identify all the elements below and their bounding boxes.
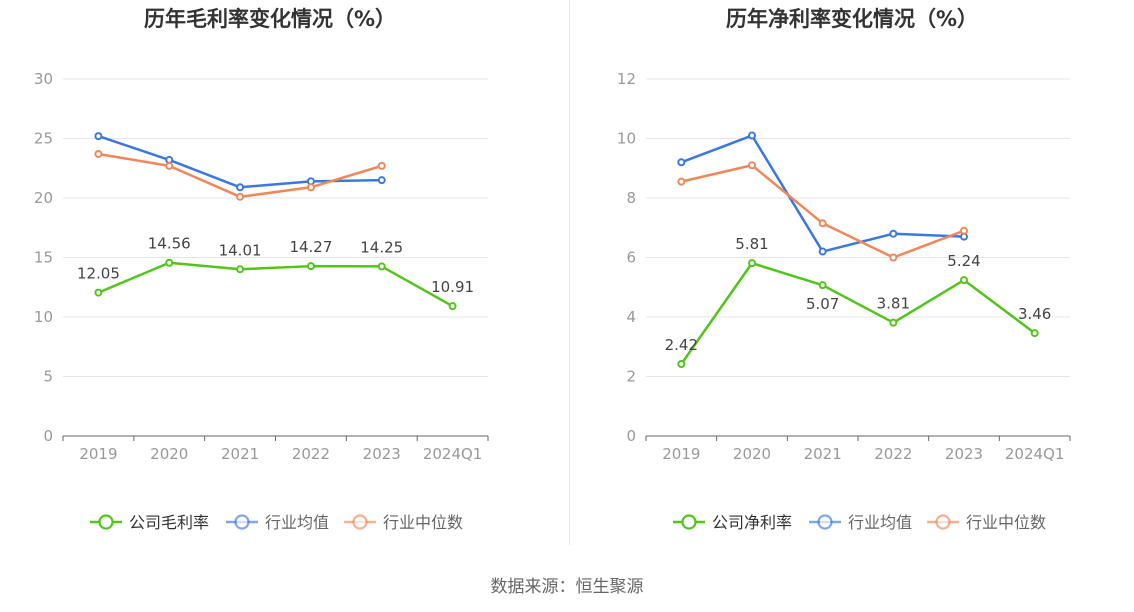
data-point: [94, 288, 103, 297]
series-line: [681, 164, 965, 259]
x-tick-label: 2024Q1: [423, 445, 483, 463]
chart-title: 历年净利率变化情况（%）: [726, 7, 978, 31]
y-tick-label: 0: [626, 427, 636, 445]
data-label: 14.25: [360, 238, 403, 256]
data-point: [236, 192, 245, 201]
legend-marker: [817, 514, 833, 530]
y-tick-label: 30: [34, 70, 53, 88]
x-tick-label: 2021: [804, 445, 842, 463]
data-point: [236, 183, 245, 192]
legend-marker: [234, 514, 250, 530]
chart-2: 历年净利率变化情况（%） 0 2 4 6 8 10 12 2019 2020 2021 2022 202…: [617, 7, 1071, 532]
data-point: [94, 149, 103, 158]
legend-marker: [352, 514, 368, 530]
y-tick-label: 10: [34, 308, 53, 326]
x-tick-label: 2020: [733, 445, 771, 463]
legend-item: 公司毛利率: [90, 513, 209, 532]
x-tick-label: 2022: [874, 445, 912, 463]
data-point: [377, 161, 386, 170]
x-tick-label: 2022: [292, 445, 330, 463]
data-point: [448, 302, 457, 311]
data-point: [677, 158, 686, 167]
data-label: 12.05: [77, 265, 120, 283]
x-tick-label: 2023: [363, 445, 401, 463]
series-line: [680, 261, 1036, 365]
data-label: 14.27: [289, 238, 332, 256]
x-tick-label: 2019: [662, 445, 700, 463]
y-tick-label: 6: [626, 249, 636, 267]
legend-label: 行业均值: [848, 513, 912, 532]
data-point: [377, 262, 386, 271]
panel-divider: [569, 0, 570, 545]
x-tick-label: 2023: [945, 445, 983, 463]
data-label: 3.46: [1018, 305, 1051, 323]
data-source-name: 恒生聚源: [575, 577, 644, 597]
data-point: [677, 360, 686, 369]
data-label: 5.24: [947, 252, 980, 270]
data-point: [1030, 329, 1039, 338]
legend-item: 行业中位数: [344, 513, 463, 532]
x-tick-label: 2021: [221, 445, 259, 463]
data-point: [818, 281, 827, 290]
data-label: 5.81: [735, 235, 768, 253]
data-point: [818, 247, 827, 256]
legend-item: 行业中位数: [927, 513, 1046, 532]
series-line: [680, 134, 965, 253]
y-tick-label: 8: [626, 189, 636, 207]
legend-label: 行业中位数: [383, 513, 463, 532]
legend-label: 公司净利率: [712, 513, 792, 532]
y-tick-label: 4: [626, 308, 636, 326]
legend-item: 行业均值: [226, 513, 329, 532]
y-tick-label: 10: [617, 130, 636, 148]
data-label: 5.07: [806, 295, 839, 313]
data-point: [306, 183, 315, 192]
data-point: [748, 131, 756, 140]
data-source-prefix: 数据来源：: [490, 577, 576, 597]
y-tick-label: 5: [43, 368, 53, 386]
data-label: 14.56: [148, 235, 191, 253]
x-tick-label: 2024Q1: [1005, 445, 1065, 463]
data-point: [165, 161, 174, 170]
y-tick-label: 15: [34, 249, 53, 267]
data-point: [306, 262, 315, 271]
chart-title: 历年毛利率变化情况（%）: [144, 7, 396, 31]
chart-1: 历年毛利率变化情况（%） 0 5 10 15 20 25 30 2019 2020 2021 2022…: [34, 7, 489, 532]
data-point: [889, 229, 898, 238]
y-tick-label: 2: [626, 368, 636, 386]
series-line: [97, 261, 454, 308]
legend-label: 行业均值: [265, 513, 329, 532]
data-point: [889, 253, 898, 262]
x-tick-label: 2019: [79, 445, 117, 463]
y-tick-label: 0: [43, 427, 53, 445]
y-tick-label: 12: [617, 70, 636, 88]
data-label: 3.81: [877, 295, 910, 313]
data-point: [889, 318, 898, 327]
data-point: [236, 265, 245, 274]
legend-marker: [681, 514, 697, 530]
y-tick-label: 20: [34, 189, 53, 207]
data-point: [94, 132, 103, 141]
legend-marker: [98, 514, 114, 530]
data-point: [165, 258, 174, 267]
data-label: 2.42: [665, 336, 698, 354]
legend-label: 行业中位数: [966, 513, 1046, 532]
data-point: [818, 219, 827, 228]
legend-marker: [935, 514, 951, 530]
x-tick-label: 2020: [150, 445, 188, 463]
y-tick-label: 25: [34, 130, 53, 148]
legend-item: 公司净利率: [673, 513, 792, 532]
data-point: [677, 177, 686, 186]
data-point: [748, 161, 756, 170]
data-point: [377, 176, 386, 185]
data-point: [748, 259, 756, 268]
legend-item: 行业均值: [809, 513, 912, 532]
legend-label: 公司毛利率: [129, 513, 209, 532]
data-label: 14.01: [219, 241, 262, 259]
data-label: 10.91: [431, 278, 474, 296]
data-point: [960, 276, 968, 285]
data-source: 数据来源：恒生聚源: [0, 572, 1134, 597]
data-point: [960, 226, 968, 235]
